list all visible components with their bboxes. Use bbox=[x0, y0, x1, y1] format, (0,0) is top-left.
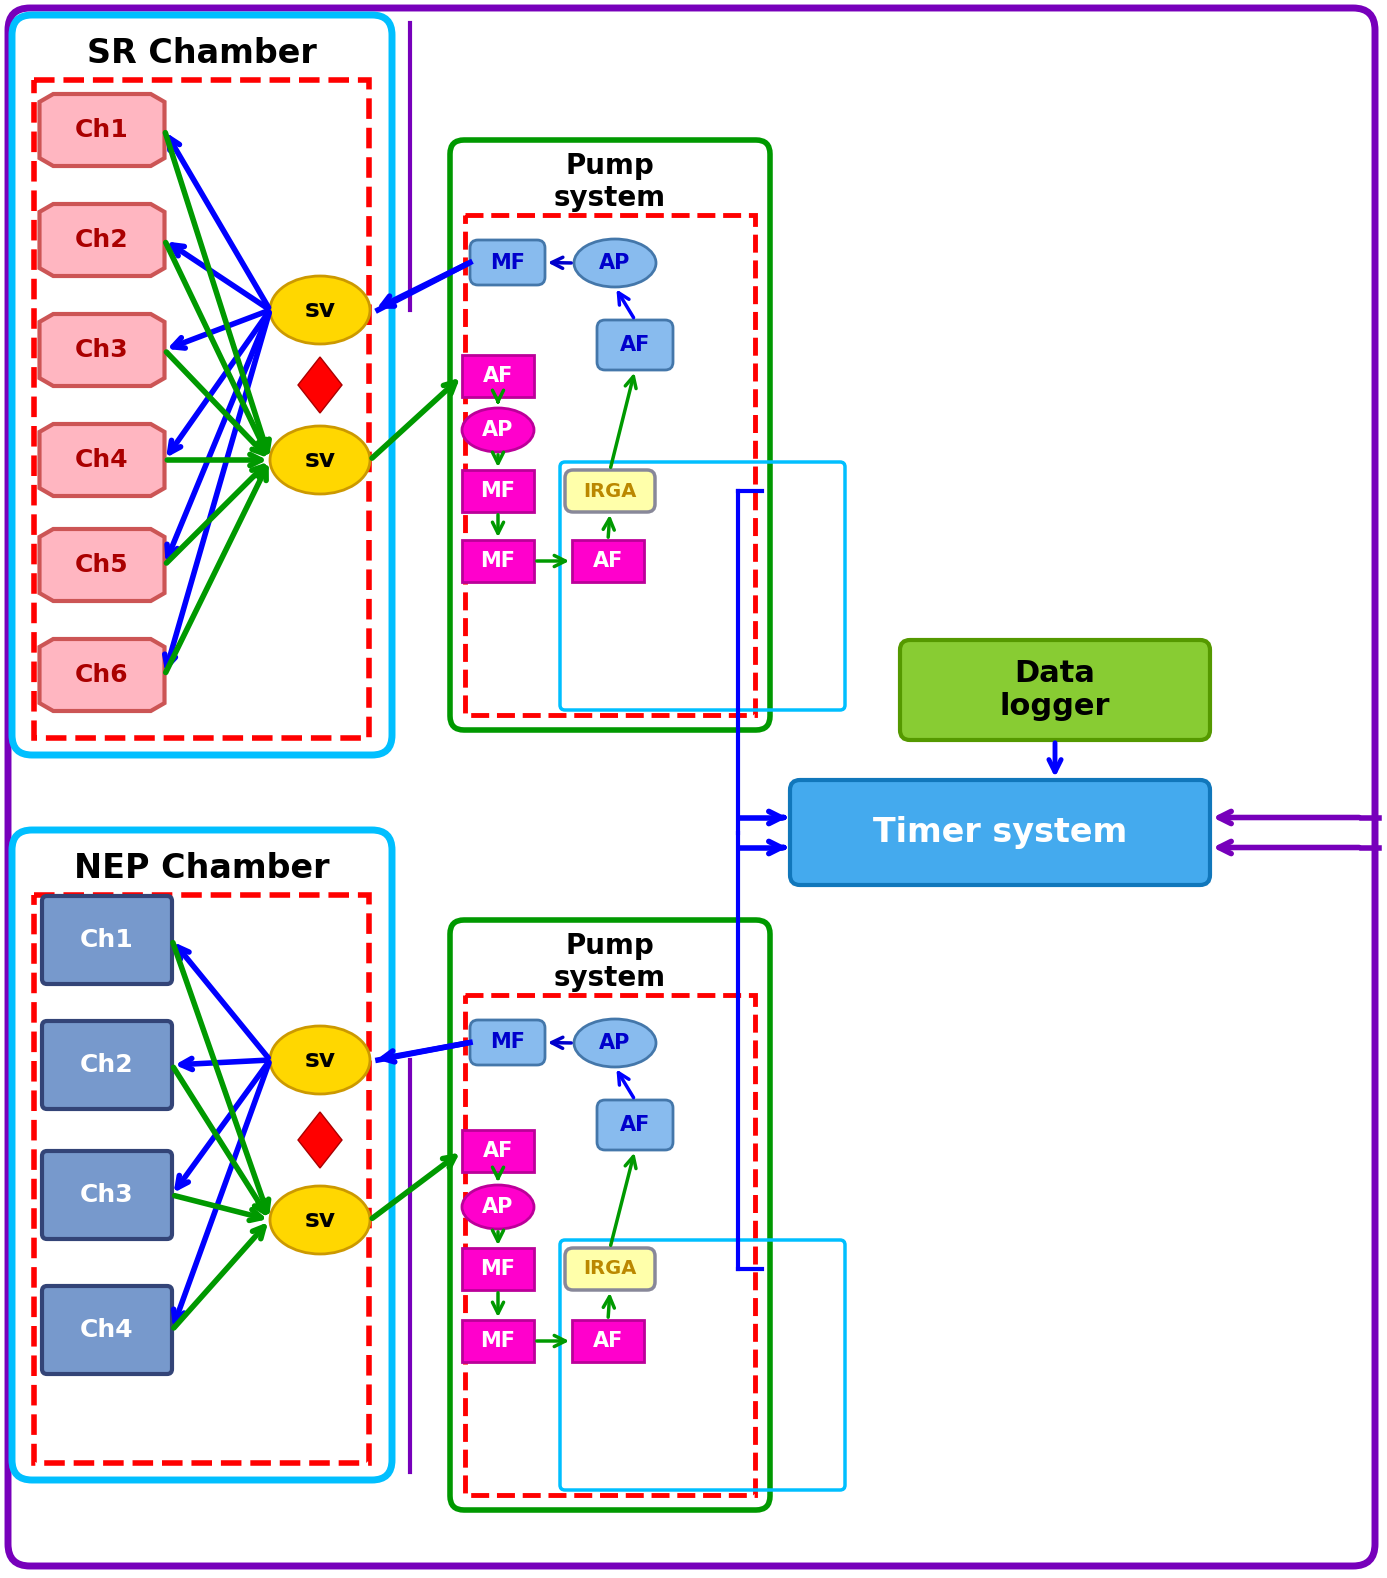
Ellipse shape bbox=[270, 1187, 370, 1255]
Text: AF: AF bbox=[620, 1116, 651, 1135]
Text: MF: MF bbox=[480, 481, 516, 500]
Bar bbox=[35, 895, 369, 1463]
Bar bbox=[571, 540, 644, 582]
Text: Ch6: Ch6 bbox=[75, 663, 129, 686]
Text: AF: AF bbox=[483, 366, 513, 387]
Text: Pump
system: Pump system bbox=[553, 151, 666, 211]
Text: AP: AP bbox=[483, 1198, 513, 1217]
Text: IRGA: IRGA bbox=[584, 1259, 637, 1278]
FancyBboxPatch shape bbox=[470, 240, 545, 286]
Bar bbox=[465, 996, 755, 1494]
Text: sv: sv bbox=[305, 1209, 336, 1232]
Ellipse shape bbox=[270, 276, 370, 344]
FancyBboxPatch shape bbox=[565, 470, 655, 511]
Text: Ch4: Ch4 bbox=[75, 448, 129, 472]
Bar bbox=[462, 1130, 534, 1172]
Text: Ch1: Ch1 bbox=[75, 118, 129, 142]
FancyBboxPatch shape bbox=[470, 1019, 545, 1065]
Text: Data
logger: Data logger bbox=[1000, 658, 1110, 721]
Polygon shape bbox=[39, 314, 165, 387]
Bar bbox=[462, 1248, 534, 1289]
Text: AF: AF bbox=[592, 1330, 623, 1351]
Text: sv: sv bbox=[305, 448, 336, 472]
Text: Ch3: Ch3 bbox=[75, 338, 129, 361]
Text: MF: MF bbox=[480, 551, 516, 571]
Text: MF: MF bbox=[490, 1032, 526, 1053]
FancyBboxPatch shape bbox=[12, 16, 393, 754]
Text: sv: sv bbox=[305, 1048, 336, 1071]
Ellipse shape bbox=[462, 409, 534, 451]
FancyBboxPatch shape bbox=[42, 1021, 172, 1109]
Bar bbox=[465, 215, 755, 715]
Text: Ch3: Ch3 bbox=[80, 1184, 133, 1207]
Text: AF: AF bbox=[620, 335, 651, 355]
FancyBboxPatch shape bbox=[900, 641, 1209, 740]
FancyBboxPatch shape bbox=[42, 1150, 172, 1239]
Text: AP: AP bbox=[483, 420, 513, 440]
Text: MF: MF bbox=[480, 1330, 516, 1351]
FancyBboxPatch shape bbox=[596, 320, 673, 369]
Polygon shape bbox=[39, 424, 165, 495]
Bar bbox=[462, 355, 534, 398]
Polygon shape bbox=[39, 204, 165, 276]
Text: AF: AF bbox=[483, 1141, 513, 1161]
FancyBboxPatch shape bbox=[449, 140, 770, 731]
Bar bbox=[462, 470, 534, 511]
Bar bbox=[462, 540, 534, 582]
Text: Ch2: Ch2 bbox=[80, 1053, 133, 1078]
Polygon shape bbox=[39, 639, 165, 712]
FancyBboxPatch shape bbox=[596, 1100, 673, 1150]
Text: AP: AP bbox=[599, 1034, 631, 1053]
Text: AP: AP bbox=[599, 252, 631, 273]
FancyBboxPatch shape bbox=[791, 780, 1209, 885]
Text: Ch1: Ch1 bbox=[80, 928, 135, 952]
Text: Ch5: Ch5 bbox=[75, 552, 129, 578]
Text: Pump
system: Pump system bbox=[553, 931, 666, 993]
Text: Timer system: Timer system bbox=[872, 816, 1128, 849]
Text: sv: sv bbox=[305, 298, 336, 322]
FancyBboxPatch shape bbox=[449, 920, 770, 1510]
FancyBboxPatch shape bbox=[42, 1286, 172, 1374]
Bar bbox=[35, 80, 369, 739]
Polygon shape bbox=[39, 95, 165, 166]
Ellipse shape bbox=[574, 238, 656, 287]
Bar bbox=[571, 1321, 644, 1362]
Text: SR Chamber: SR Chamber bbox=[87, 36, 316, 69]
Ellipse shape bbox=[270, 426, 370, 494]
Text: Ch2: Ch2 bbox=[75, 227, 129, 252]
Text: AF: AF bbox=[592, 551, 623, 571]
Ellipse shape bbox=[574, 1019, 656, 1067]
FancyBboxPatch shape bbox=[565, 1248, 655, 1289]
Polygon shape bbox=[298, 357, 343, 413]
Text: Ch4: Ch4 bbox=[80, 1318, 133, 1341]
Text: MF: MF bbox=[490, 252, 526, 273]
Text: IRGA: IRGA bbox=[584, 481, 637, 500]
Bar bbox=[462, 1321, 534, 1362]
Polygon shape bbox=[298, 1112, 343, 1168]
Ellipse shape bbox=[270, 1026, 370, 1094]
Ellipse shape bbox=[462, 1185, 534, 1229]
Text: NEP Chamber: NEP Chamber bbox=[75, 852, 330, 885]
FancyBboxPatch shape bbox=[12, 830, 393, 1480]
Polygon shape bbox=[39, 529, 165, 601]
FancyBboxPatch shape bbox=[42, 896, 172, 985]
Text: MF: MF bbox=[480, 1259, 516, 1280]
